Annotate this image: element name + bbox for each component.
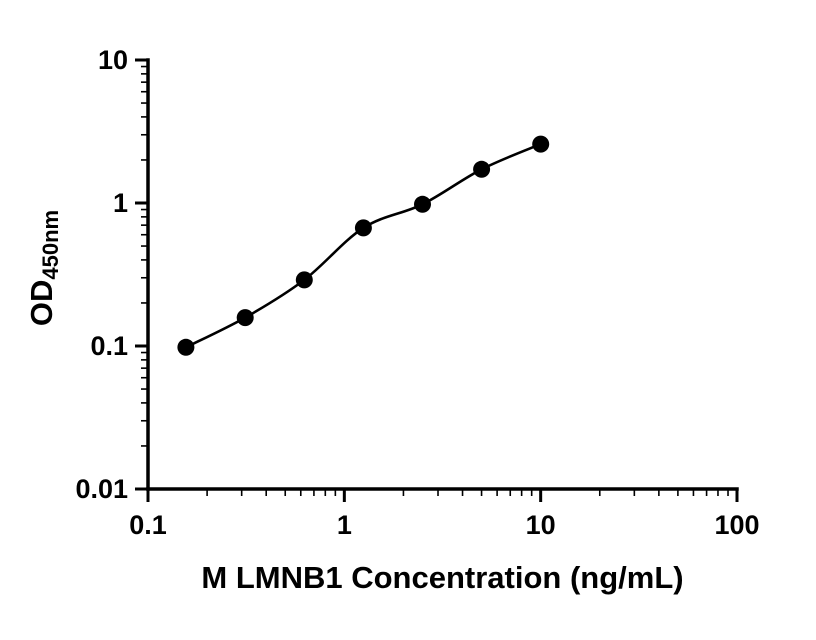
x-tick-label: 10 <box>526 510 556 540</box>
data-point <box>354 219 372 237</box>
x-tick-label: 1 <box>337 510 352 540</box>
data-point <box>532 135 550 153</box>
y-tick-label: 10 <box>98 45 128 75</box>
y-axis-label-subscript: 450nm <box>38 209 63 280</box>
data-point <box>473 160 491 178</box>
y-axis-label: OD450nm <box>24 210 64 326</box>
y-tick-label: 0.01 <box>75 474 128 504</box>
data-point <box>236 309 254 327</box>
y-tick-label: 1 <box>113 188 128 218</box>
y-tick-label: 0.1 <box>90 331 128 361</box>
x-tick-label: 0.1 <box>129 510 167 540</box>
x-axis-label: M LMNB1 Concentration (ng/mL) <box>201 560 684 595</box>
data-point <box>177 338 195 356</box>
data-point <box>295 271 313 289</box>
y-axis-label-main: OD <box>24 279 59 327</box>
x-tick-label: 100 <box>714 510 759 540</box>
data-point <box>414 195 431 213</box>
